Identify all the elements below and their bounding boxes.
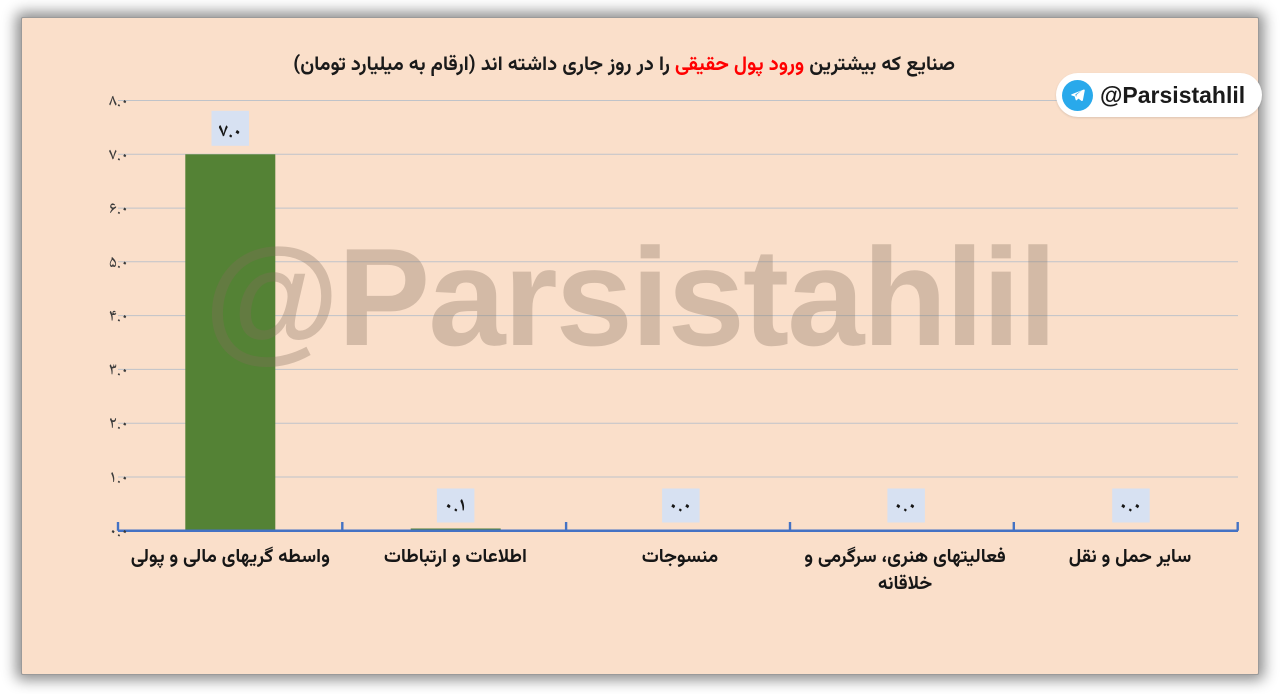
svg-text:خلاقانه: خلاقانه	[878, 571, 932, 600]
svg-text:فعالیتهای هنری، سرگرمی و: فعالیتهای هنری، سرگرمی و	[804, 544, 1006, 573]
svg-text:۰.۱: ۰.۱	[444, 492, 467, 524]
svg-text:منسوجات: منسوجات	[642, 544, 718, 573]
svg-text:۸.۰: ۸.۰	[109, 88, 128, 117]
svg-text:۷.۰: ۷.۰	[109, 141, 128, 170]
svg-text:۰.۰: ۰.۰	[1118, 492, 1141, 524]
svg-text:۰.۰: ۰.۰	[893, 492, 916, 524]
svg-text:۷.۰: ۷.۰	[219, 118, 242, 150]
svg-text:۵.۰: ۵.۰	[109, 249, 128, 278]
svg-text:سایر حمل و نقل: سایر حمل و نقل	[1069, 544, 1192, 573]
svg-text:۱.۰: ۱.۰	[109, 464, 128, 493]
svg-text:واسطه گریهای مالی و پولی: واسطه گریهای مالی و پولی	[131, 544, 330, 573]
svg-text:۲.۰: ۲.۰	[109, 410, 128, 439]
svg-text:۶.۰: ۶.۰	[109, 195, 128, 224]
svg-text:۰.۰: ۰.۰	[668, 492, 691, 524]
svg-text:۳.۰: ۳.۰	[109, 356, 128, 385]
svg-text:۰.۰: ۰.۰	[109, 518, 128, 547]
svg-text:اطلاعات و ارتباطات: اطلاعات و ارتباطات	[384, 544, 527, 573]
svg-text:۴.۰: ۴.۰	[109, 303, 128, 332]
